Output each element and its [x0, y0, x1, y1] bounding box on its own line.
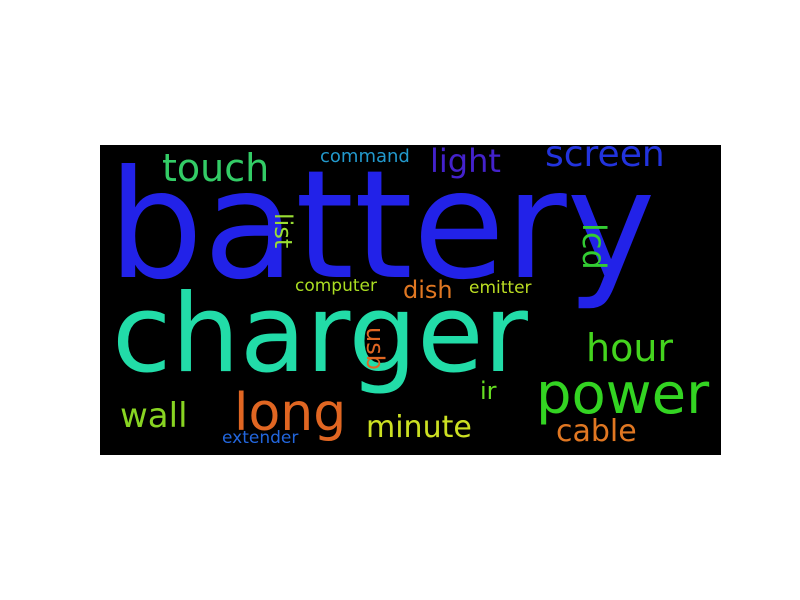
word-emitter: emitter — [469, 278, 532, 298]
word-screen: screen — [545, 145, 665, 175]
word-power: power — [536, 362, 710, 427]
word-wall: wall — [120, 396, 188, 436]
word-light: light — [430, 145, 501, 180]
word-list: list — [269, 213, 297, 249]
word-minute: minute — [366, 410, 472, 445]
word-command: command — [320, 146, 410, 167]
word-computer: computer — [295, 276, 377, 296]
word-long: long — [234, 383, 347, 443]
word-lcd: lcd — [575, 223, 613, 270]
word-usb: usb — [361, 327, 389, 370]
word-cable: cable — [556, 414, 637, 449]
word-charger: charger — [112, 272, 528, 397]
word-battery: battery — [108, 145, 656, 313]
word-ir: ir — [480, 377, 497, 405]
word-hour: hour — [586, 326, 674, 370]
word-dish: dish — [403, 276, 453, 304]
word-extender: extender — [222, 428, 299, 448]
word-cloud: battery charger power long screen touch … — [100, 145, 721, 455]
word-touch: touch — [162, 146, 270, 190]
